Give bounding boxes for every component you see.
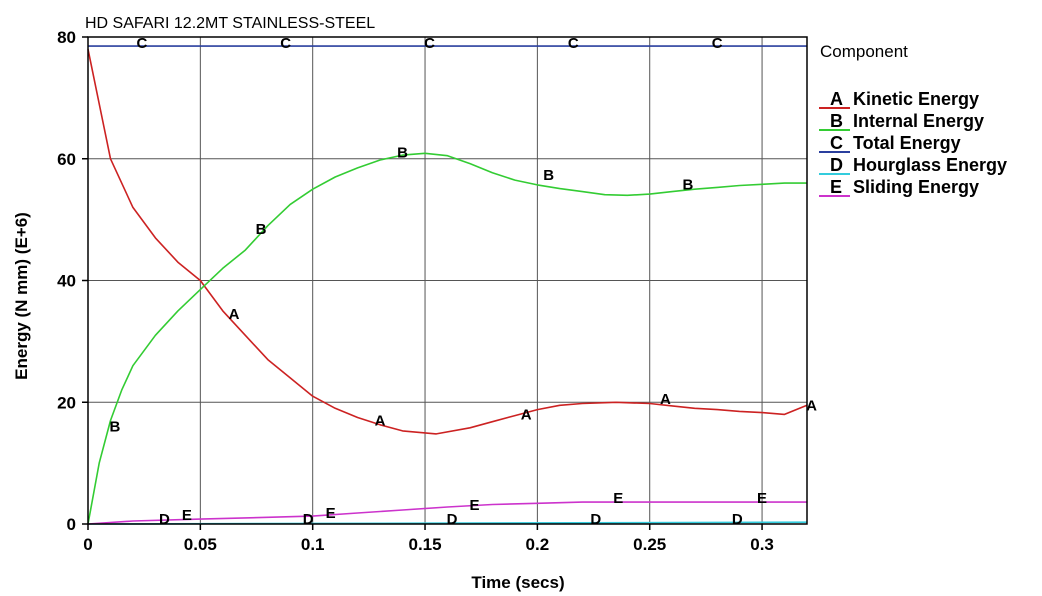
series-marker-c: C: [568, 35, 579, 52]
legend-title: Component: [820, 42, 908, 61]
x-tick-label: 0.25: [633, 535, 666, 554]
series-marker-e: E: [326, 505, 336, 522]
series-marker-b: B: [256, 221, 267, 238]
legend-letter-c: C: [830, 133, 843, 153]
y-tick-label: 60: [57, 150, 76, 169]
series-marker-b: B: [110, 419, 121, 436]
series-marker-a: A: [660, 391, 671, 408]
series-marker-d: D: [159, 511, 170, 528]
x-tick-label: 0: [83, 535, 92, 554]
x-tick-label: 0.3: [750, 535, 774, 554]
series-marker-e: E: [182, 507, 192, 524]
x-tick-label: 0.2: [526, 535, 550, 554]
x-axis-label: Time (secs): [471, 573, 564, 592]
series-marker-c: C: [424, 35, 435, 52]
y-tick-label: 20: [57, 393, 76, 412]
series-marker-b: B: [682, 176, 693, 193]
y-axis-label: Energy (N mm) (E+6): [12, 212, 31, 380]
x-tick-label: 0.05: [184, 535, 217, 554]
legend-label-kinetic-energy: Kinetic Energy: [853, 89, 979, 109]
legend-label-hourglass-energy: Hourglass Energy: [853, 155, 1007, 175]
legend-label-internal-energy: Internal Energy: [853, 111, 984, 131]
series-marker-d: D: [732, 511, 743, 528]
series-marker-a: A: [521, 406, 532, 423]
series-marker-d: D: [590, 511, 601, 528]
x-axis-ticks: 0 0.05 0.1 0.15 0.2 0.25 0.3: [83, 524, 774, 554]
legend-letter-e: E: [830, 177, 842, 197]
y-tick-label: 80: [57, 28, 76, 47]
chart-title: HD SAFARI 12.2MT STAINLESS-STEEL: [85, 15, 375, 32]
legend-label-sliding-energy: Sliding Energy: [853, 177, 979, 197]
x-tick-label: 0.1: [301, 535, 325, 554]
grid-lines: [88, 37, 807, 524]
series-marker-e: E: [613, 490, 623, 507]
legend: A Kinetic Energy B Internal Energy C Total En…: [819, 89, 1007, 197]
series-marker-c: C: [280, 35, 291, 52]
legend-letter-d: D: [830, 155, 843, 175]
series-marker-a: A: [229, 306, 240, 323]
series-marker-b: B: [543, 167, 554, 184]
series-marker-a: A: [806, 397, 817, 414]
series-line-internal-energy: [87, 152, 807, 525]
series-marker-c: C: [137, 35, 148, 52]
series-lines: [87, 45, 808, 525]
series-marker-e: E: [757, 490, 767, 507]
series-marker-d: D: [303, 511, 314, 528]
legend-label-total-energy: Total Energy: [853, 133, 961, 153]
series-marker-a: A: [375, 413, 386, 430]
y-axis-ticks: 0 20 40 60 80: [57, 28, 88, 534]
series-line-kinetic-energy: [87, 49, 808, 435]
series-marker-c: C: [712, 35, 723, 52]
series-line-sliding-energy: [87, 501, 807, 525]
y-tick-label: 40: [57, 272, 76, 291]
legend-letter-a: A: [830, 89, 843, 109]
series-marker-e: E: [469, 497, 479, 514]
series-marker-d: D: [447, 511, 458, 528]
legend-letter-b: B: [830, 111, 843, 131]
y-tick-label: 0: [67, 515, 76, 534]
x-tick-label: 0.15: [408, 535, 441, 554]
series-marker-b: B: [397, 145, 408, 162]
